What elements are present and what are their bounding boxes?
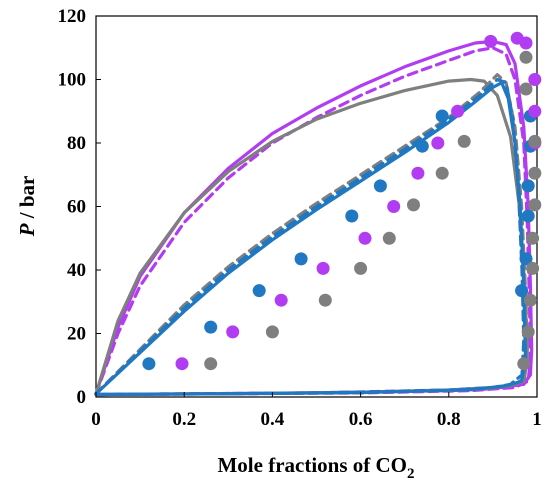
- blue-data-point: [142, 357, 156, 371]
- gray-data-point: [318, 293, 332, 307]
- blue-data-point: [252, 284, 266, 298]
- gray-data-point: [528, 134, 542, 148]
- purple-data-point: [316, 261, 330, 275]
- gray-data-point: [407, 198, 420, 212]
- gray-data-point: [265, 325, 279, 339]
- blue-data-point: [519, 252, 533, 266]
- x-tick-label: 0.6: [349, 409, 373, 430]
- blue-data-point: [204, 320, 218, 334]
- y-tick-label: 0: [77, 387, 87, 408]
- gray-data-point: [204, 357, 218, 371]
- x-tick-label: 0.2: [172, 409, 196, 430]
- gray-data-point: [354, 261, 368, 275]
- blue-dashed-model-curve: [94, 77, 526, 397]
- blue-data-point: [515, 284, 529, 298]
- purple-data-point: [519, 36, 533, 50]
- x-tick-label: 0.8: [437, 409, 461, 430]
- blue-data-point: [435, 109, 449, 123]
- blue-data-point: [415, 139, 429, 153]
- x-axis-title: Mole fractions of CO2: [217, 453, 414, 482]
- y-tick-label: 100: [58, 70, 87, 91]
- gray-solid-model-curve: [94, 77, 529, 397]
- purple-data-point: [226, 325, 240, 339]
- purple-dashed-model-curve: [94, 46, 532, 397]
- gray-data-point: [521, 325, 535, 339]
- y-axis-title: P / bar: [15, 176, 39, 238]
- blue-solid-model-curve: [94, 81, 528, 397]
- gray-data-point: [523, 293, 537, 307]
- x-tick-label: 1: [532, 409, 542, 430]
- purple-data-point: [528, 104, 542, 118]
- gray-data-point: [517, 357, 531, 371]
- purple-data-point: [451, 104, 465, 118]
- series-layer: [94, 31, 542, 397]
- y-axis-title-symbol: P: [15, 223, 39, 237]
- y-axis-title-unit: / bar: [15, 176, 39, 224]
- gray-data-point: [526, 261, 540, 275]
- blue-data-point: [521, 179, 535, 193]
- gray-data-point: [519, 82, 533, 96]
- gray-data-point: [526, 231, 540, 245]
- purple-data-point: [431, 136, 445, 150]
- gray-data-point: [457, 134, 471, 148]
- y-tick-label: 80: [67, 133, 86, 154]
- purple-data-point: [274, 293, 288, 307]
- y-tick-label: 40: [67, 260, 86, 281]
- x-tick-label: 0.4: [261, 409, 285, 430]
- purple-data-point: [484, 34, 498, 48]
- y-tick-label: 120: [58, 6, 87, 27]
- gray-data-point: [528, 198, 542, 212]
- tick-layer: 0 0.2 0.4 0.6 0.8 1 0 20 40 60 80 100 120: [58, 6, 542, 430]
- gray-data-point: [435, 166, 449, 180]
- purple-data-point: [387, 200, 401, 213]
- y-tick-label: 60: [67, 197, 86, 218]
- blue-data-point: [345, 209, 359, 223]
- purple-data-point: [175, 357, 189, 371]
- gray-data-point: [382, 231, 396, 245]
- gray-data-point: [528, 166, 542, 180]
- purple-data-point: [411, 166, 425, 180]
- blue-data-point: [294, 252, 308, 266]
- blue-data-point: [521, 209, 535, 223]
- purple-data-point: [528, 73, 542, 86]
- purple-data-point: [358, 231, 372, 245]
- x-tick-label: 0: [91, 409, 101, 430]
- blue-data-point: [373, 179, 387, 193]
- purple-solid-model-curve: [94, 39, 534, 397]
- x-axis-title-subscript: 2: [407, 466, 415, 482]
- gray-data-point: [519, 50, 533, 64]
- y-tick-label: 20: [67, 324, 86, 345]
